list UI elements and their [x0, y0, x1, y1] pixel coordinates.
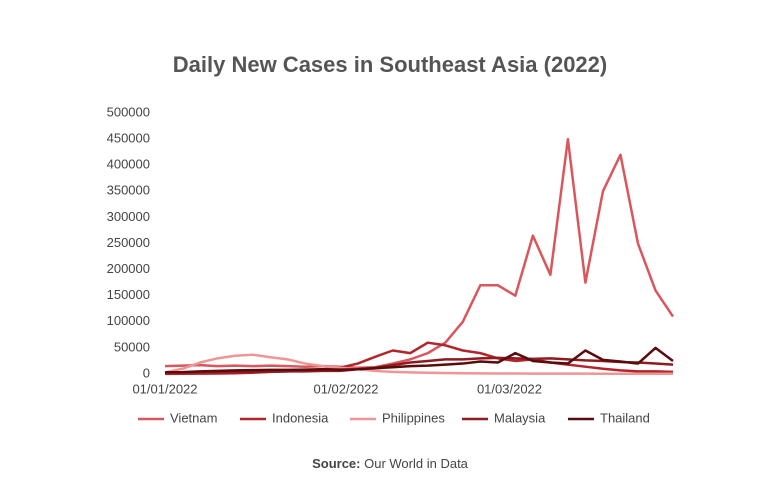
- legend-label: Indonesia: [272, 410, 329, 425]
- x-tick-label: 01/03/2022: [477, 381, 542, 396]
- chart-title: Daily New Cases in Southeast Asia (2022): [173, 52, 607, 77]
- series-line: [165, 356, 674, 374]
- x-tick-label: 01/01/2022: [132, 381, 197, 396]
- y-tick-label: 350000: [107, 183, 150, 198]
- series-line: [164, 353, 673, 375]
- source: Source: Our World in Data: [312, 456, 469, 471]
- y-tick-label: 250000: [107, 235, 150, 250]
- series-line: [164, 346, 674, 374]
- y-tick-label: 200000: [107, 261, 150, 276]
- series-line: [164, 137, 675, 369]
- y-tick-label: 100000: [107, 313, 150, 328]
- source-text: Our World in Data: [364, 456, 469, 471]
- source-label: Source:: [312, 456, 360, 471]
- legend-label: Philippines: [382, 410, 445, 425]
- y-tick-label: 150000: [107, 287, 150, 302]
- y-tick-label: 0: [143, 365, 150, 380]
- x-tick-label: 01/02/2022: [313, 381, 378, 396]
- legend-label: Thailand: [600, 410, 650, 425]
- y-tick-label: 400000: [107, 157, 150, 172]
- legend-label: Vietnam: [170, 410, 217, 425]
- y-tick-label: 450000: [107, 131, 150, 146]
- y-tick-label: 300000: [107, 209, 150, 224]
- y-tick-label: 500000: [107, 104, 150, 119]
- legend-label: Malaysia: [494, 410, 546, 425]
- y-tick-label: 50000: [114, 339, 150, 354]
